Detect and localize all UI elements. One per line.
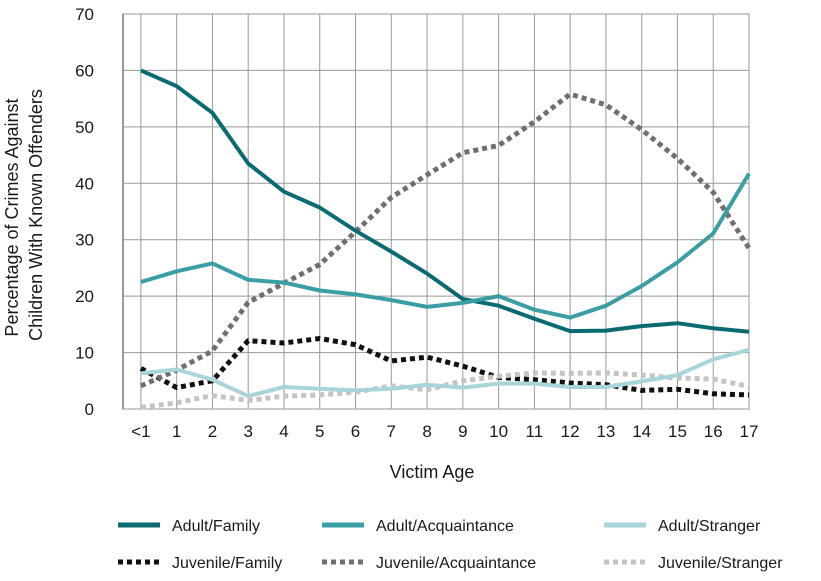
- x-tick-label: 12: [561, 422, 580, 441]
- series-lines: [139, 68, 752, 410]
- y-tick-label: 20: [75, 287, 94, 306]
- x-tick-label: 15: [668, 422, 687, 441]
- x-tick-label: 7: [387, 422, 396, 441]
- legend-label-juvenile-family: Juvenile/Family: [172, 555, 282, 572]
- y-axis-ticks: 0 10 20 30 40 50 60 70: [75, 5, 94, 419]
- x-axis-ticks: <1 1 2 3 4 5 6 7 8 9 10 11 12 13 14 15 16 17: [131, 422, 758, 441]
- x-tick-label: 5: [315, 422, 324, 441]
- x-tick-label: 13: [596, 422, 615, 441]
- legend-label-adult-stranger: Adult/Stranger: [658, 518, 761, 535]
- y-tick-label: 40: [75, 174, 94, 193]
- series-line-adult-stranger: [140, 347, 750, 398]
- series-line-adult-acquaintance: [140, 172, 751, 320]
- plot-frame: [122, 13, 750, 410]
- legend: Adult/Family Adult/Acquaintance Adult/Stra…: [118, 518, 783, 572]
- series-line-juvenile-family: [139, 336, 750, 398]
- legend-label-adult-acquaintance: Adult/Acquaintance: [376, 518, 514, 535]
- x-tick-label: 10: [489, 422, 508, 441]
- x-tick-label: 11: [526, 422, 544, 441]
- x-axis-title: Victim Age: [390, 462, 475, 482]
- y-axis-title-line-2: Children With Known Offenders: [26, 89, 46, 341]
- x-tick-label: 2: [208, 422, 217, 441]
- x-tick-label: 1: [172, 422, 181, 441]
- x-tick-label: 6: [351, 422, 360, 441]
- x-tick-label: 8: [422, 422, 431, 441]
- legend-label-adult-family: Adult/Family: [172, 518, 260, 535]
- y-tick-label: 60: [75, 61, 94, 80]
- gridlines: [122, 13, 750, 410]
- x-tick-label: 3: [243, 422, 252, 441]
- y-axis-title-line-1: Percentage of Crimes Against: [2, 98, 22, 336]
- y-tick-label: 50: [75, 118, 94, 137]
- y-tick-label: 0: [85, 400, 94, 419]
- x-tick-label: 4: [279, 422, 288, 441]
- series-line-adult-family: [140, 68, 750, 334]
- x-tick-label: 14: [632, 422, 651, 441]
- legend-label-juvenile-stranger: Juvenile/Stranger: [658, 555, 783, 572]
- y-tick-label: 30: [75, 231, 94, 250]
- x-tick-label: 16: [704, 422, 723, 441]
- x-tick-label: <1: [131, 422, 150, 441]
- legend-label-juvenile-acquaintance: Juvenile/Acquaintance: [376, 555, 536, 572]
- y-axis-title: Percentage of Crimes Against Children Wi…: [2, 89, 46, 341]
- series-line-juvenile-acquaintance: [139, 91, 752, 389]
- x-tick-label: 9: [458, 422, 467, 441]
- y-tick-label: 10: [75, 344, 94, 363]
- y-tick-label: 70: [75, 5, 94, 24]
- x-tick-label: 17: [740, 422, 759, 441]
